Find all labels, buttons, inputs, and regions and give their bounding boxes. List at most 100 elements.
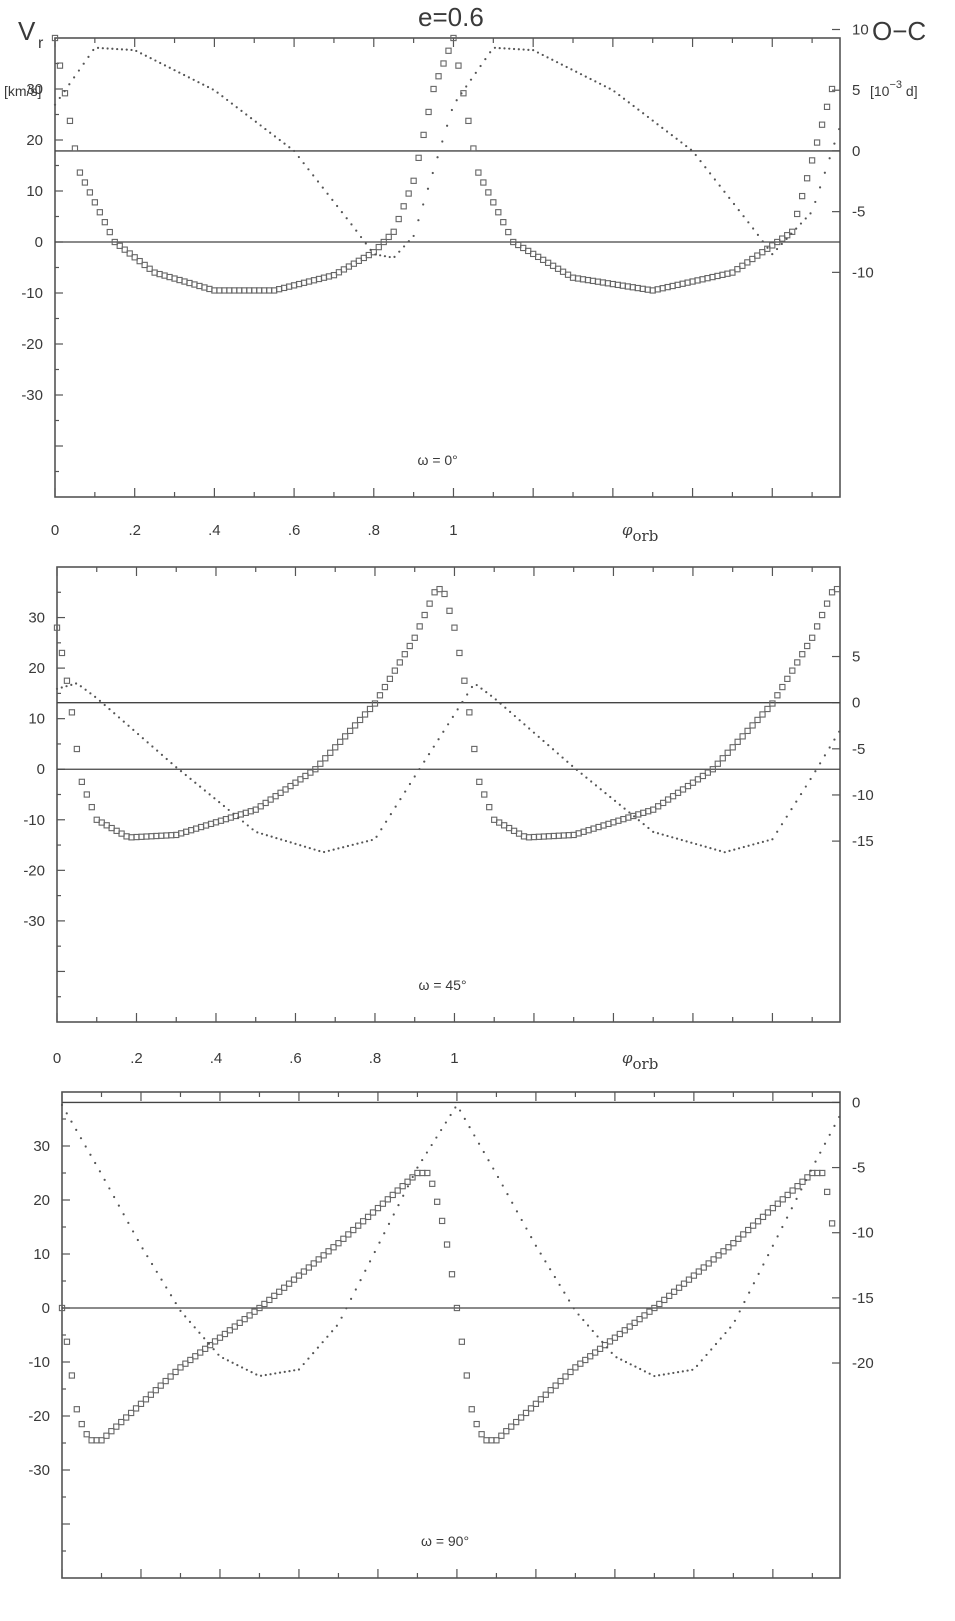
y-right-unit-base: [10 bbox=[870, 83, 890, 99]
y-left-tick-label: 20 bbox=[33, 1192, 50, 1209]
o-minus-c-point bbox=[155, 1270, 158, 1273]
vr-point bbox=[446, 607, 453, 614]
o-minus-c-point bbox=[838, 1115, 841, 1119]
vr-point bbox=[709, 273, 716, 281]
vr-point bbox=[784, 675, 791, 683]
o-minus-c-point bbox=[549, 1268, 552, 1271]
series-vr-squares bbox=[58, 1169, 836, 1444]
vr-point bbox=[739, 733, 746, 740]
vr-point bbox=[769, 700, 776, 707]
vr-point bbox=[359, 1218, 367, 1225]
vr-point bbox=[594, 278, 602, 285]
o-minus-c-point bbox=[479, 64, 482, 68]
vr-point bbox=[709, 766, 716, 773]
o-minus-c-point bbox=[404, 790, 407, 793]
vr-point bbox=[828, 589, 836, 596]
vr-point bbox=[51, 34, 59, 42]
vr-point bbox=[332, 744, 339, 751]
o-minus-c-point bbox=[819, 1151, 822, 1154]
o-minus-c-point bbox=[351, 843, 354, 846]
o-minus-c-point bbox=[804, 217, 807, 220]
o-minus-c-point bbox=[307, 1357, 310, 1360]
vr-point bbox=[295, 280, 303, 288]
o-minus-c-point bbox=[446, 124, 449, 127]
o-minus-c-point bbox=[498, 47, 501, 50]
y-right-tick-label: -5 bbox=[852, 1160, 865, 1177]
vr-point bbox=[430, 85, 437, 93]
y-right-axis-title: O−C [10−3 d] bbox=[870, 16, 926, 99]
o-minus-c-point bbox=[737, 208, 740, 212]
o-minus-c-point bbox=[800, 1188, 803, 1191]
o-minus-c-point bbox=[398, 250, 401, 253]
vr-point bbox=[252, 806, 259, 813]
o-minus-c-point bbox=[599, 788, 602, 791]
y-left-tick-label: -30 bbox=[28, 1462, 50, 1479]
o-minus-c-point bbox=[120, 48, 124, 51]
o-minus-c-point bbox=[255, 1373, 258, 1376]
o-minus-c-point bbox=[470, 685, 474, 689]
o-minus-c-point bbox=[169, 1294, 173, 1297]
y-left-symbol-subscript: r bbox=[38, 35, 44, 52]
vr-point bbox=[606, 1338, 614, 1345]
o-minus-c-point bbox=[431, 171, 434, 175]
chart-panel-2: 30 20 10 0 -10 -20 -30 5 0 -5 -10 -15 ω = 45° 0 .2 .4 .6… bbox=[23, 566, 874, 1073]
vr-point bbox=[111, 238, 118, 246]
o-minus-c-point bbox=[444, 1121, 447, 1124]
vr-point bbox=[297, 776, 304, 783]
o-minus-c-point bbox=[203, 1337, 206, 1340]
vr-point bbox=[231, 287, 238, 294]
o-minus-c-point bbox=[757, 1272, 760, 1275]
vr-point bbox=[261, 1300, 268, 1308]
x-tick-label: .2 bbox=[128, 522, 141, 539]
o-minus-c-point bbox=[589, 77, 592, 81]
o-minus-c-point bbox=[436, 156, 439, 159]
vr-point bbox=[445, 47, 452, 54]
vr-point bbox=[355, 1222, 362, 1229]
o-minus-c-point bbox=[435, 1136, 438, 1139]
y-left-symbol: V bbox=[18, 16, 36, 46]
o-minus-c-point bbox=[240, 1366, 244, 1369]
o-minus-c-point bbox=[575, 70, 578, 73]
o-minus-c-point bbox=[237, 816, 240, 819]
o-minus-c-point bbox=[122, 720, 125, 723]
o-minus-c-point bbox=[217, 1353, 220, 1356]
vr-point bbox=[396, 659, 403, 666]
vr-point bbox=[735, 1235, 742, 1242]
o-minus-c-point bbox=[183, 73, 186, 77]
o-minus-c-point bbox=[313, 848, 316, 851]
vr-point bbox=[374, 1204, 382, 1212]
o-minus-c-point bbox=[795, 1197, 798, 1200]
vr-point bbox=[216, 287, 223, 294]
o-minus-c-point bbox=[651, 119, 654, 122]
o-minus-c-point bbox=[506, 1193, 509, 1196]
x-axis-symbol-subscript: orb bbox=[633, 1055, 659, 1073]
o-minus-c-point bbox=[94, 1161, 97, 1165]
o-minus-c-point bbox=[838, 730, 841, 733]
o-minus-c-point bbox=[74, 682, 78, 685]
o-minus-c-point bbox=[154, 59, 157, 62]
vr-point bbox=[601, 1341, 609, 1349]
o-minus-c-point bbox=[53, 103, 57, 106]
x-tick-label: .4 bbox=[208, 522, 221, 539]
o-minus-c-point bbox=[718, 184, 721, 187]
y-left-tick-label: -30 bbox=[21, 387, 43, 404]
vr-point bbox=[695, 1268, 702, 1275]
vr-point bbox=[435, 73, 442, 80]
o-minus-c-point bbox=[402, 1194, 405, 1197]
y-left-tick-label: -20 bbox=[28, 1408, 50, 1425]
o-minus-c-point bbox=[623, 807, 626, 810]
vr-point bbox=[505, 228, 512, 236]
o-minus-c-point bbox=[418, 767, 421, 771]
vr-point bbox=[813, 623, 821, 630]
o-minus-c-point bbox=[335, 1324, 338, 1327]
o-minus-c-point bbox=[732, 202, 736, 206]
o-minus-c-point bbox=[246, 824, 249, 827]
o-minus-c-point bbox=[149, 57, 152, 60]
vr-point bbox=[535, 253, 542, 261]
o-minus-c-point bbox=[274, 1372, 277, 1375]
omega-label: ω = 45° bbox=[419, 977, 467, 993]
o-minus-c-point bbox=[456, 708, 459, 711]
vr-point bbox=[809, 634, 816, 641]
vr-point bbox=[118, 1418, 125, 1426]
o-minus-c-point bbox=[108, 1187, 111, 1190]
